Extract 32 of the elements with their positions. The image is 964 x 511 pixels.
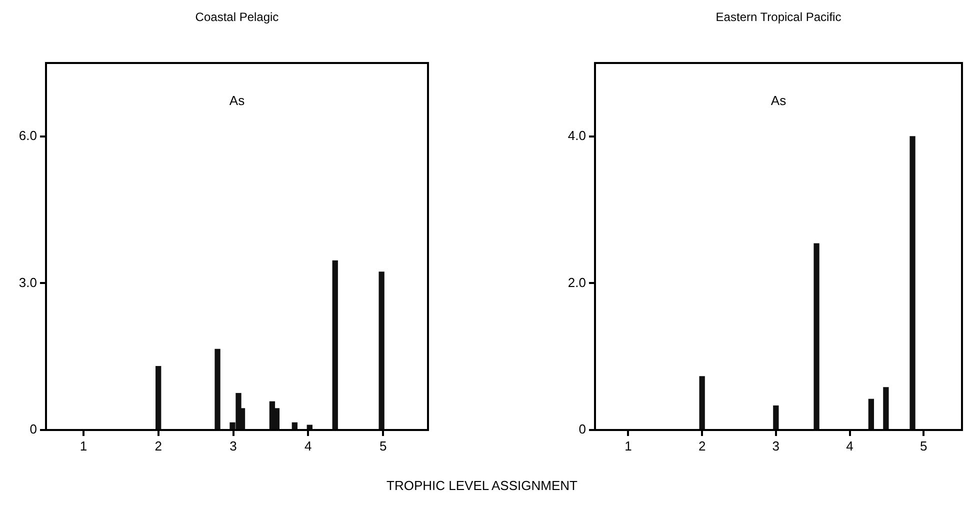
bar — [332, 260, 338, 430]
bar — [156, 366, 162, 430]
x-tick-label: 2 — [698, 438, 706, 454]
x-tick-label: 3 — [772, 438, 780, 454]
bar — [883, 387, 889, 430]
x-tick-label: 5 — [920, 438, 928, 454]
y-tick-label: 0 — [578, 422, 586, 437]
y-tick-label: 4.0 — [568, 128, 586, 143]
chart-title: Coastal Pelagic — [195, 10, 279, 24]
bar — [773, 405, 779, 430]
x-tick-label: 5 — [379, 438, 387, 454]
bar — [292, 422, 298, 430]
annotation: As — [770, 93, 787, 108]
annotation: As — [229, 93, 246, 108]
bar — [214, 348, 220, 430]
x-tick-label: 1 — [624, 438, 632, 454]
y-tick-label: 2.0 — [568, 274, 586, 290]
bar — [378, 272, 384, 430]
x-tick-label: 3 — [230, 438, 237, 454]
x-tick-label: 4 — [304, 438, 312, 454]
chart-title: Eastern Tropical Pacific — [716, 10, 842, 24]
y-tick-label: 0 — [30, 422, 37, 437]
x-tick-label: 4 — [846, 438, 854, 454]
y-tick-label: 3.0 — [18, 274, 37, 290]
x-tick-label: 2 — [154, 438, 162, 454]
x-axis-title: TROPHIC LEVEL ASSIGNMENT — [386, 478, 578, 493]
bar — [910, 136, 916, 430]
y-tick-label: 6.0 — [18, 128, 37, 143]
x-tick-label: 1 — [80, 438, 88, 454]
bar — [699, 376, 705, 430]
bar — [868, 398, 874, 430]
bar — [814, 243, 820, 430]
